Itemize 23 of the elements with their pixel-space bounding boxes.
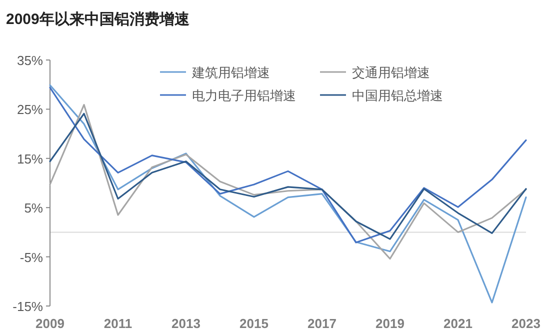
x-tick-label: 2023 [512, 316, 540, 331]
x-tick-label: 2015 [240, 316, 268, 331]
line-series [49, 112, 527, 240]
x-tick-label: 2013 [172, 316, 200, 331]
y-tick-label: -5% [20, 250, 44, 265]
chart-title: 2009年以来中国铝消费增速 [6, 11, 190, 28]
line-series [49, 86, 527, 244]
y-tick-label: 5% [24, 200, 44, 216]
line-series [49, 84, 527, 304]
legend-label: 交通用铝增速 [352, 65, 430, 80]
x-tick-label: 2017 [308, 316, 336, 331]
y-tick-label: 15% [16, 151, 44, 166]
x-tick-label: 2009 [36, 316, 64, 331]
legend-label: 电力电子用铝增速 [192, 88, 296, 103]
line-series [49, 104, 527, 260]
legend-label: 建筑用铝增速 [191, 65, 270, 80]
x-tick-label: 2021 [444, 316, 472, 331]
x-tick-label: 2011 [104, 316, 132, 331]
y-tick-label: -15% [12, 299, 44, 314]
y-tick-label: 25% [16, 102, 44, 118]
y-tick-label: 35% [16, 53, 44, 68]
legend-label: 中国用铝总增速 [352, 88, 443, 103]
x-tick-label: 2019 [376, 316, 404, 331]
